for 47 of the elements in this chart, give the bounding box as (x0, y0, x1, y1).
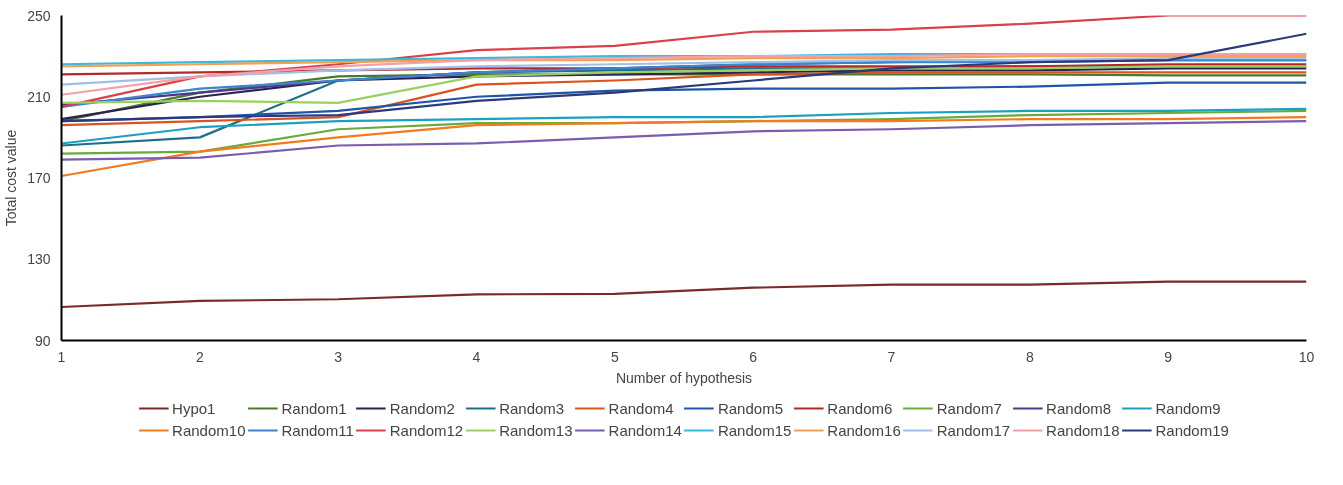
x-tick-label: 9 (1164, 348, 1173, 365)
legend-label: Random11 (281, 421, 354, 439)
line-series (61, 107, 1307, 145)
legend-label: Random12 (389, 421, 464, 439)
x-tick-label: 4 (472, 348, 481, 365)
y-tick-label: 210 (27, 88, 51, 105)
line-series (61, 280, 1307, 309)
legend-label: Random14 (608, 421, 682, 439)
legend-label: Random6 (827, 399, 893, 417)
y-axis-title: Total cost value (3, 129, 20, 227)
legend-label: Random1 (281, 399, 347, 417)
legend-label: Random8 (1046, 399, 1112, 417)
x-axis-title: Number of hypothesis (615, 369, 753, 386)
legend-label: Random18 (1046, 421, 1120, 439)
y-tick-label: 90 (34, 332, 51, 349)
legend-label: Hypo1 (172, 399, 216, 417)
line-series (61, 32, 1307, 123)
line-series (61, 65, 1307, 104)
legend-label: Random13 (499, 421, 573, 439)
legend-label: Random4 (608, 399, 674, 417)
legend-label: Random7 (936, 399, 1002, 417)
x-tick-label: 7 (887, 348, 896, 365)
x-tick-label: 2 (195, 348, 204, 365)
y-tick-label: 130 (27, 251, 51, 268)
x-tick-label: 8 (1025, 348, 1034, 365)
legend-label: Random16 (827, 421, 901, 439)
legend-label: Random15 (717, 421, 792, 439)
line-series (61, 52, 1307, 96)
legend-label: Random17 (936, 421, 1011, 439)
line-series (61, 120, 1307, 161)
legend-label: Random19 (1155, 421, 1229, 439)
legend-label: Random3 (499, 399, 565, 417)
y-tick-label: 170 (27, 170, 51, 186)
legend-label: Random2 (389, 399, 455, 417)
line-series (61, 63, 1307, 76)
legend-label: Random9 (1155, 399, 1221, 417)
x-tick-label: 3 (334, 348, 343, 365)
x-tick-label: 1 (57, 348, 66, 365)
line-series (61, 57, 1307, 86)
x-tick-label: 5 (610, 348, 619, 365)
line-series (61, 115, 1307, 178)
x-tick-label: 10 (1298, 348, 1315, 365)
line-series (61, 15, 1307, 109)
legend-label: Random5 (717, 399, 783, 417)
y-tick-label: 250 (27, 7, 51, 24)
legend-label: Random10 (172, 421, 246, 439)
x-tick-label: 6 (749, 348, 758, 365)
